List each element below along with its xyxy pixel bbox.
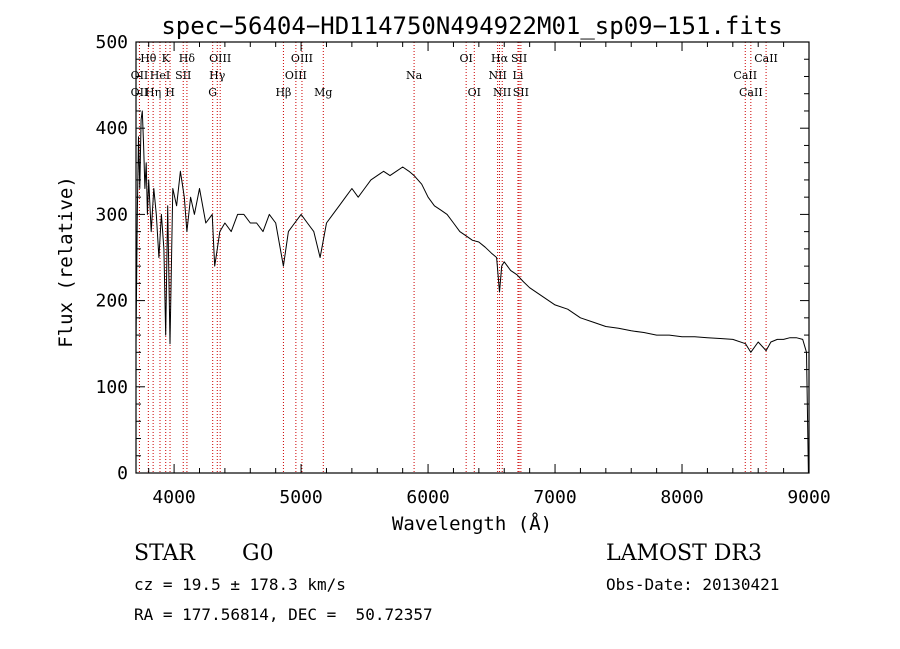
- x-tick-label: 5000: [279, 487, 322, 508]
- x-tick-label: 9000: [787, 487, 830, 508]
- y-axis-ticks: 0 100 200 300 400 500: [95, 32, 809, 484]
- marker-label: Mg: [314, 86, 332, 99]
- redshift-text: cz = 19.5 ± 178.3 km/s: [134, 575, 346, 594]
- x-axis-label: Wavelength (Å): [392, 512, 552, 535]
- y-axis-label: Flux (relative): [55, 176, 77, 348]
- marker-label: OIII: [209, 52, 231, 65]
- marker-label: G: [208, 86, 217, 99]
- marker-label: Hη: [145, 86, 161, 99]
- marker-label: OI: [468, 86, 481, 99]
- x-tick-label: 4000: [152, 487, 195, 508]
- marker-label: CaII: [754, 52, 778, 65]
- y-tick-label: 0: [117, 463, 128, 484]
- marker-label: Na: [406, 69, 423, 82]
- marker-label: OIII: [291, 52, 313, 65]
- marker-label: Hγ: [209, 69, 226, 82]
- marker-label: NII: [488, 69, 506, 82]
- marker-label: SII: [511, 52, 527, 65]
- x-tick-label: 7000: [533, 487, 576, 508]
- marker-label: Hδ: [179, 52, 196, 65]
- coordinates-text: RA = 177.56814, DEC = 50.72357: [134, 605, 433, 624]
- x-axis-ticks: 4000 5000 6000 7000 8000 9000: [148, 42, 831, 508]
- y-tick-label: 100: [95, 377, 128, 398]
- marker-label: Li: [513, 69, 524, 82]
- marker-label: K: [162, 52, 171, 65]
- plot-frame: [135, 41, 810, 474]
- y-tick-label: 300: [95, 204, 128, 225]
- marker-label: Hα: [491, 52, 509, 65]
- y-tick-label: 200: [95, 291, 128, 312]
- marker-label: OII: [131, 69, 149, 82]
- marker-label: NII: [493, 86, 511, 99]
- object-subclass: G0: [242, 541, 274, 566]
- marker-label: Hθ: [140, 52, 157, 65]
- marker-label: CaII: [733, 69, 757, 82]
- marker-label: HeI: [150, 69, 170, 82]
- marker-label: H: [165, 86, 175, 99]
- marker-label: OII: [131, 86, 149, 99]
- x-tick-label: 6000: [406, 487, 449, 508]
- x-tick-label: 8000: [660, 487, 703, 508]
- marker-label: Hβ: [275, 86, 291, 99]
- spectrum-line: [135, 110, 809, 474]
- y-tick-label: 500: [95, 32, 128, 53]
- marker-label: OIII: [285, 69, 307, 82]
- marker-label: SII: [175, 69, 191, 82]
- marker-label: OI: [459, 52, 472, 65]
- object-class: STAR: [134, 541, 196, 566]
- marker-label: SII: [513, 86, 529, 99]
- survey-name: LAMOST DR3: [606, 541, 762, 566]
- obs-date-text: Obs-Date: 20130421: [606, 575, 779, 594]
- marker-label: CaII: [739, 86, 763, 99]
- line-marker-lines: [138, 42, 767, 473]
- y-tick-label: 400: [95, 118, 128, 139]
- chart-title: spec−56404−HD114750N494922M01_sp09−151.f…: [161, 12, 782, 40]
